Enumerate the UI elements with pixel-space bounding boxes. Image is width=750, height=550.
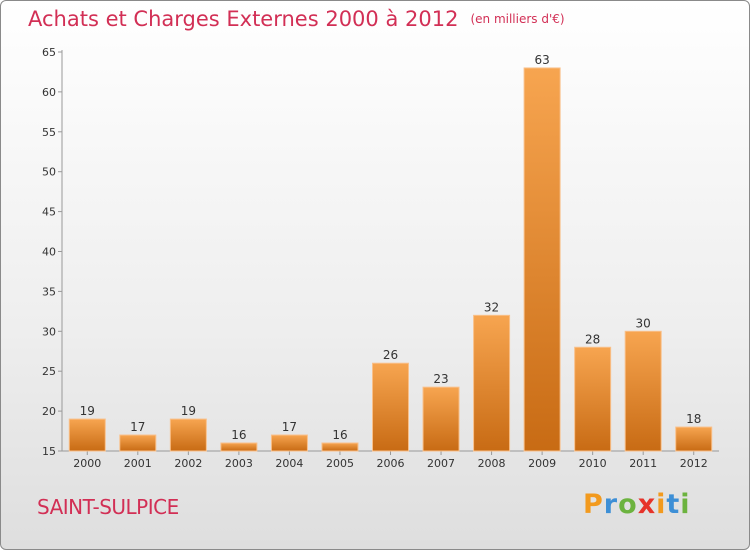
bar-2012 xyxy=(675,426,713,452)
x-tick-label: 2003 xyxy=(225,457,253,470)
logo-letter: r xyxy=(603,489,619,520)
logo-letter: i xyxy=(680,489,691,520)
bar-value-label: 17 xyxy=(130,420,145,434)
bar-2006 xyxy=(372,362,409,452)
bar-value-label: 19 xyxy=(181,404,196,418)
chart-axes: 15 20 25 30 35 40 45 50 55 60 65 2000 2001 2002 2003 20… xyxy=(42,46,719,470)
y-tick-label: 55 xyxy=(42,126,56,139)
bar-2009 xyxy=(523,67,561,452)
x-tick-label: 2008 xyxy=(478,457,506,470)
bar-2004 xyxy=(270,434,308,452)
y-tick-label: 45 xyxy=(42,206,56,219)
bar-value-label: 30 xyxy=(636,316,651,330)
chart-title-text: Achats et Charges Externes 2000 à 2012 xyxy=(28,7,459,31)
x-tick-label: 2005 xyxy=(326,457,354,470)
bar-value-label: 23 xyxy=(433,372,448,386)
bar-2005 xyxy=(321,442,359,452)
bar-2001 xyxy=(119,434,157,452)
bar-value-label: 17 xyxy=(282,420,297,434)
bar-2011 xyxy=(624,330,662,452)
bar-value-label: 18 xyxy=(686,412,701,426)
bar-2003 xyxy=(220,442,258,452)
x-tick-label: 2012 xyxy=(680,457,708,470)
bar-value-label: 32 xyxy=(484,300,499,314)
x-tick-label: 2004 xyxy=(275,457,303,470)
y-tick-label: 50 xyxy=(42,166,56,179)
y-tick-label: 35 xyxy=(42,285,56,298)
y-tick-label: 40 xyxy=(42,246,56,259)
proxiti-logo[interactable]: Proxiti xyxy=(583,489,691,520)
bar-2008 xyxy=(473,314,511,452)
y-tick-label: 30 xyxy=(42,325,56,338)
y-tick-label: 20 xyxy=(42,405,56,418)
bar-value-label: 16 xyxy=(332,428,347,442)
bar-2002 xyxy=(169,418,207,452)
x-tick-label: 2009 xyxy=(528,457,556,470)
bar-2007 xyxy=(422,386,460,452)
bar-value-label: 63 xyxy=(534,53,549,67)
chart-unit: (en milliers d'€) xyxy=(470,12,565,26)
logo-letter: P xyxy=(583,489,604,520)
logo-letter: x xyxy=(637,489,657,520)
x-tick-label: 2002 xyxy=(174,457,202,470)
bar-2010 xyxy=(574,346,612,452)
bar-value-label: 26 xyxy=(383,348,398,362)
logo-letter: o xyxy=(618,489,638,520)
logo-letter: i xyxy=(656,489,667,520)
x-tick-label: 2000 xyxy=(73,457,101,470)
bar-value-label: 19 xyxy=(80,404,95,418)
x-tick-label: 2011 xyxy=(629,457,657,470)
x-tick-label: 2007 xyxy=(427,457,455,470)
y-tick-label: 65 xyxy=(42,46,56,59)
chart-bars: 19 17 19 16 17 16 26 23 32 63 28 30 18 xyxy=(68,53,713,452)
chart-title: Achats et Charges Externes 2000 à 2012 (e… xyxy=(28,7,565,31)
y-tick-label: 60 xyxy=(42,86,56,99)
x-tick-label: 2010 xyxy=(579,457,607,470)
x-tick-label: 2006 xyxy=(377,457,405,470)
bar-value-label: 28 xyxy=(585,332,600,346)
bar-value-label: 16 xyxy=(231,428,246,442)
x-tick-label: 2001 xyxy=(124,457,152,470)
bar-2000 xyxy=(68,418,106,452)
logo-letter: t xyxy=(666,489,681,520)
y-tick-label: 15 xyxy=(42,445,56,458)
y-tick-label: 25 xyxy=(42,365,56,378)
commune-name: SAINT-SULPICE xyxy=(37,495,179,519)
